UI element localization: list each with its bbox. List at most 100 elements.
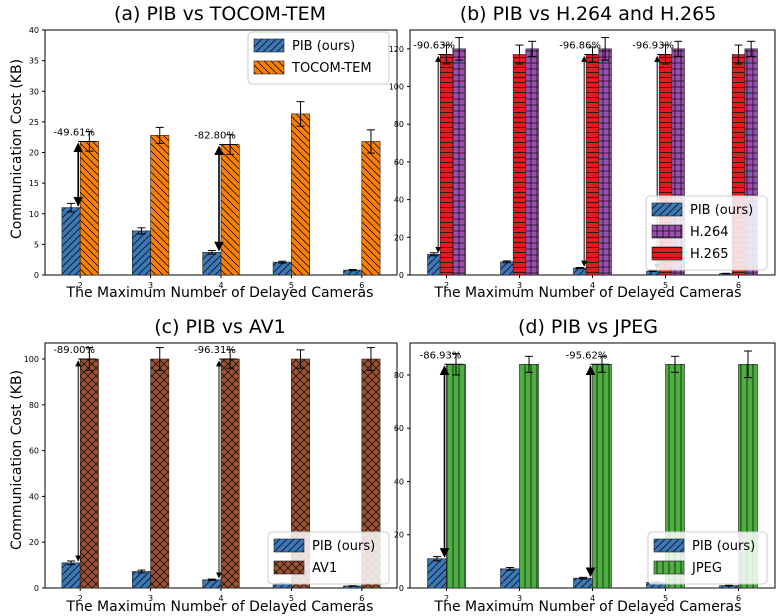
reduction-label: -95.62% (566, 350, 608, 361)
y-tick-label: 0 (399, 271, 404, 280)
bar-hatch-tocom-tem (150, 135, 170, 276)
bar-hatch-av1 (150, 358, 170, 589)
legend-label: H.264 (690, 225, 729, 240)
bar-hatch-pib-ours (573, 577, 593, 589)
legend-swatch-hatch (653, 538, 685, 553)
bar-hatch-pib-ours (272, 261, 292, 276)
y-axis-label-c: Communication Cost (KB) (9, 370, 25, 550)
reduction-label: -89.00% (53, 345, 95, 356)
bar-hatch-pib-ours (61, 562, 81, 589)
bar-hatch-tocom-tem (220, 144, 240, 276)
x-tick-label: 2 (444, 281, 449, 290)
legend-swatch-hatch (253, 60, 285, 75)
x-tick-label: 5 (289, 281, 294, 290)
legend: PIB (ours) AV1 (267, 531, 390, 585)
chart-panel-b: (b) PIB vs H.264 and H.265 The Maximum N… (389, 3, 776, 301)
reduction-label: -96.31% (194, 345, 236, 356)
plot-area-d: 0 20 40 60 80 2 3 4 5 6 -86.93% -95.62% PIB (ours) JP… (394, 342, 776, 603)
reduction-label: -96.93% (632, 41, 674, 52)
x-tick-label: 6 (359, 281, 364, 290)
y-tick-label: 15 (29, 179, 39, 188)
bar-hatch-tocom-tem (361, 141, 381, 276)
bar-hatch-pib-ours (500, 568, 520, 589)
chart-title-a: (a) PIB vs TOCOM-TEM (114, 3, 326, 25)
legend-label: H.265 (690, 247, 729, 262)
y-tick-label: 60 (394, 424, 404, 433)
x-tick-label: 5 (663, 281, 668, 290)
bar-hatch-jpeg (592, 364, 612, 589)
bar-hatch-h-264 (525, 48, 539, 276)
x-tick-label: 2 (78, 281, 83, 290)
y-tick-label: 20 (29, 538, 39, 547)
y-tick-label: 0 (34, 584, 39, 593)
plot-area-a: 0 5 10 15 20 25 30 35 40 2 3 4 5 6 -49.61% -82.80% PIB (… (29, 26, 398, 290)
chart-panel-a: (a) PIB vs TOCOM-TEM Communication Cost … (9, 3, 398, 301)
bar-hatch-tocom-tem (79, 141, 99, 276)
y-tick-label: 0 (399, 584, 404, 593)
legend-swatch-hatch (651, 224, 683, 239)
x-tick-label: 5 (289, 594, 294, 603)
y-tick-label: 25 (29, 118, 39, 127)
legend-swatch-hatch (653, 560, 685, 575)
x-tick-label: 3 (517, 281, 522, 290)
x-tick-label: 3 (148, 594, 153, 603)
y-tick-label: 100 (24, 355, 39, 364)
bar-hatch-pib-ours (202, 252, 222, 276)
reduction-label: -96.86% (559, 41, 601, 52)
x-axis-label-c: The Maximum Number of Delayed Cameras (66, 599, 374, 615)
y-tick-label: 20 (29, 149, 39, 158)
y-tick-label: 80 (29, 401, 39, 410)
x-axis-label-b: The Maximum Number of Delayed Cameras (434, 285, 742, 301)
legend-swatch-hatch (651, 246, 683, 261)
y-tick-label: 20 (394, 233, 404, 242)
y-tick-label: 100 (389, 83, 404, 92)
bar-hatch-h-265 (439, 54, 454, 276)
bar-hatch-pib-ours (500, 261, 514, 276)
chart-title-d: (d) PIB vs JPEG (518, 316, 658, 338)
bar-hatch-jpeg (446, 364, 466, 589)
x-tick-label: 3 (148, 281, 153, 290)
reduction-label: -86.93% (420, 350, 462, 361)
bar-hatch-tocom-tem (291, 113, 311, 276)
x-tick-label: 4 (590, 281, 595, 290)
y-tick-label: 10 (29, 210, 39, 219)
y-tick-label: 80 (394, 120, 404, 129)
x-tick-label: 2 (444, 594, 449, 603)
bar-hatch-av1 (79, 358, 99, 589)
y-tick-label: 120 (389, 45, 404, 54)
legend-swatch-hatch (273, 560, 305, 575)
y-tick-label: 60 (29, 447, 39, 456)
legend-label: PIB (ours) (312, 539, 375, 554)
bar-hatch-pib-ours (427, 558, 447, 589)
x-axis-label-d: The Maximum Number of Delayed Cameras (434, 599, 742, 615)
legend-swatch-hatch (651, 202, 683, 217)
y-tick-label: 20 (394, 531, 404, 540)
y-tick-label: 40 (394, 477, 404, 486)
y-tick-label: 60 (394, 158, 404, 167)
x-tick-label: 4 (218, 281, 223, 290)
y-tick-label: 30 (29, 87, 39, 96)
bar-hatch-pib-ours (131, 571, 151, 589)
x-tick-label: 4 (218, 594, 223, 603)
plot-area-b: 0 20 40 60 80 100 120 2 3 4 5 6 -90.63% -96.86% -96.93… (389, 29, 776, 290)
bar-hatch-h-264 (598, 48, 612, 276)
bar-hatch-pib-ours (131, 230, 151, 276)
bar-hatch-h-265 (512, 54, 527, 276)
chart-panel-c: (c) PIB vs AV1 Communication Cost (KB) T… (9, 316, 398, 615)
legend-label: AV1 (312, 561, 337, 576)
legend-label: TOCOM-TEM (291, 61, 372, 76)
reduction-label: -49.61% (53, 127, 95, 138)
x-axis-label-a: The Maximum Number of Delayed Cameras (66, 285, 374, 301)
y-tick-label: 40 (394, 196, 404, 205)
legend-swatch-hatch (253, 38, 285, 53)
x-tick-label: 2 (78, 594, 83, 603)
y-tick-label: 40 (29, 26, 39, 35)
legend: PIB (ours) H.264 H.265 (645, 195, 768, 271)
bar-hatch-jpeg (519, 364, 539, 589)
y-tick-label: 40 (29, 492, 39, 501)
legend-label: PIB (ours) (292, 39, 355, 54)
reduction-label: -90.63% (413, 41, 455, 52)
bar-hatch-pib-ours (61, 207, 81, 276)
plot-area-c: 0 20 40 60 80 100 2 3 4 5 6 -89.00% -96.31% PIB (ours… (24, 342, 398, 603)
